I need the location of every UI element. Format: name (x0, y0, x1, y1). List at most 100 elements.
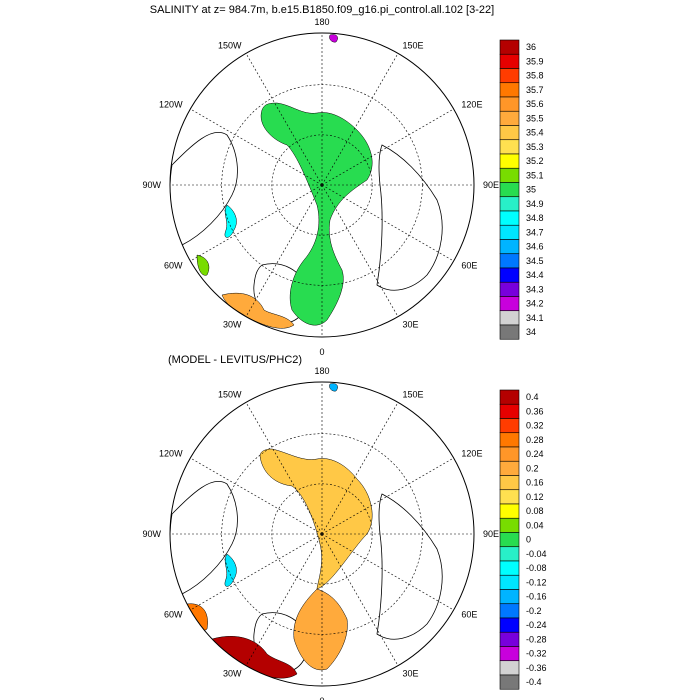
colorbar-swatch (499, 532, 520, 548)
colorbar-label: 0.04 (526, 520, 544, 530)
meridian-line (245, 402, 323, 535)
meridian-line (321, 184, 454, 262)
colorbar-swatch (499, 489, 520, 505)
colorbar-swatch (499, 503, 520, 519)
lon-label: 180 (314, 17, 329, 27)
colorbar-label: -0.08 (526, 563, 547, 573)
difference-map-panel: 180 150E 120E 90E 60E 30E 0 30W 60W 90W 120W 150W 0.… (142, 366, 546, 700)
colorbar-swatch (499, 517, 520, 533)
colorbar-swatch (499, 560, 520, 576)
region-bering-sea (329, 383, 338, 392)
meridian-line (190, 457, 323, 535)
lon-label: 0 (319, 347, 324, 357)
colorbar-swatch (499, 53, 520, 69)
colorbar-swatch (499, 589, 520, 605)
colorbar-swatch (499, 631, 520, 647)
colorbar: 36 35.9 35.8 35.7 35.6 35.5 35.4 35.3 35.2 35.1 35… (499, 39, 544, 340)
map-content (170, 382, 474, 686)
colorbar-label: 0.4 (526, 392, 539, 402)
colorbar-label: 34.6 (526, 242, 544, 252)
colorbar-swatch (499, 432, 520, 448)
colorbar-label: 35.7 (526, 85, 544, 95)
colorbar-swatch (499, 139, 520, 155)
lon-label: 60W (164, 610, 183, 620)
lon-label: 90E (483, 180, 499, 190)
colorbar-swatch (499, 603, 520, 619)
colorbar-swatch (499, 96, 520, 112)
colorbar-swatch (499, 210, 520, 226)
lon-label: 150W (218, 41, 242, 51)
latitude-circle (271, 134, 373, 236)
colorbar-swatch (499, 267, 520, 283)
region-central-arctic-basin (260, 102, 373, 326)
meridian-line (190, 533, 323, 611)
colorbar-swatch (499, 646, 520, 662)
colorbar-label: -0.2 (526, 606, 542, 616)
colorbar-swatch (499, 68, 520, 84)
region-baffin-bay (224, 204, 237, 238)
region-labrador-sea (186, 603, 208, 631)
map-border (169, 32, 475, 338)
meridian-line (321, 533, 399, 666)
coastline-eurasia (376, 144, 443, 291)
colorbar-label: 35 (526, 185, 536, 195)
lon-label: 120W (159, 449, 183, 459)
colorbar-label: 36 (526, 42, 536, 52)
lon-label: 60E (461, 261, 477, 271)
colorbar-label: 34.8 (526, 213, 544, 223)
colorbar-swatch (499, 110, 520, 126)
colorbar-label: -0.16 (526, 592, 547, 602)
region-labrador-sea (196, 254, 210, 276)
region-bering-sea (329, 34, 338, 43)
lon-label: 90E (483, 529, 499, 539)
panel-2-title: (MODEL - LEVITUS/PHC2) (168, 354, 302, 366)
colorbar-swatch (499, 125, 520, 141)
meridian-line (190, 184, 323, 262)
colorbar-swatch (499, 446, 520, 462)
meridian-line (321, 533, 454, 611)
colorbar-label: 34.7 (526, 227, 544, 237)
colorbar-label: -0.04 (526, 549, 547, 559)
colorbar-label: -0.4 (526, 677, 542, 687)
colorbar-label: -0.32 (526, 649, 547, 659)
meridian-line (321, 457, 454, 535)
meridian-line (245, 53, 323, 186)
colorbar-swatch (499, 389, 520, 405)
lon-label: 150W (218, 390, 242, 400)
colorbar-label: 0 (526, 535, 531, 545)
meridian-line (190, 108, 323, 186)
colorbar-label: 34.1 (526, 313, 544, 323)
colorbar-label: 0.16 (526, 478, 544, 488)
lon-label: 30W (223, 668, 242, 678)
colorbar-swatch (499, 296, 520, 312)
lon-label: 150E (403, 390, 424, 400)
colorbar-label: 0.12 (526, 492, 544, 502)
colorbar-swatch (499, 324, 520, 340)
meridian-line (321, 53, 399, 186)
colorbar-label: 34.2 (526, 299, 544, 309)
colorbar-swatch (499, 674, 520, 690)
lon-label: 120E (461, 100, 482, 110)
colorbar-swatch (499, 310, 520, 326)
colorbar-label: 35.1 (526, 170, 544, 180)
lon-label: 30W (223, 319, 242, 329)
lon-label: 30E (403, 668, 419, 678)
coastline-eurasia (376, 493, 443, 640)
colorbar-swatch (499, 239, 520, 255)
colorbar-swatch (499, 82, 520, 98)
colorbar-swatch (499, 418, 520, 434)
meridian-line (321, 402, 399, 535)
latitude-circle (271, 483, 373, 585)
colorbar-label: -0.28 (526, 634, 547, 644)
lon-label: 120W (159, 100, 183, 110)
colorbar-label: 34.5 (526, 256, 544, 266)
colorbar-label: 35.4 (526, 128, 544, 138)
lon-label: 180 (314, 366, 329, 376)
colorbar-label: 0.24 (526, 449, 544, 459)
map-content (170, 33, 474, 337)
colorbar-swatch (499, 574, 520, 590)
lon-label: 150E (403, 41, 424, 51)
lon-label: 90W (142, 529, 161, 539)
colorbar-label: 0.36 (526, 406, 544, 416)
